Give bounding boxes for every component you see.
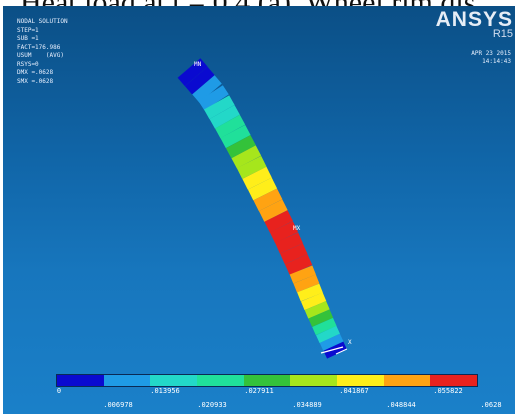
legend-color-band (290, 375, 338, 386)
beam-contour-segment (279, 243, 308, 265)
release-label: R15 (492, 28, 513, 40)
beam-contour-segment (177, 58, 208, 87)
beam-contour-segment (312, 317, 337, 336)
beam-contour-segment (316, 325, 340, 344)
beam-contour-segment (308, 309, 334, 327)
beam-contour-segment (319, 333, 344, 351)
beam-contour-segment (198, 85, 229, 111)
legend-color-band (150, 375, 198, 386)
legend-color-band (197, 375, 244, 386)
legend-color-band (243, 375, 291, 386)
legend-color-band (383, 375, 431, 386)
beam-contour-segment (289, 265, 316, 284)
timestamp-time: 14:14:43 (482, 58, 511, 65)
beam-contour-segment (204, 95, 235, 120)
contour-legend (56, 374, 478, 387)
beam-contour-segment (231, 145, 262, 169)
axis-x-label: X (348, 339, 352, 346)
legend-tick: .020933 (197, 401, 227, 409)
beam-contour-segment (275, 232, 303, 254)
min-marker: MN (194, 61, 202, 68)
deformed-beam-plot (177, 58, 348, 359)
solution-title: NODAL SOLUTION (17, 18, 68, 25)
legend-tick: 0 (56, 387, 62, 395)
legend-tick: .041867 (339, 387, 369, 395)
legend-color-band (57, 375, 104, 386)
beam-contour-segment (209, 104, 240, 129)
info-line-dmx: DMX =.0628 (17, 69, 54, 76)
info-line-usum: USUM (AVG) (17, 52, 64, 59)
beam-contour-segment (214, 114, 246, 139)
beam-contour-segment (242, 166, 272, 190)
beam-contour-segment (284, 254, 313, 276)
legend-tick: .048844 (386, 401, 416, 409)
info-line-sub: SUB =1 (17, 35, 39, 42)
beam-contour-segment (225, 135, 256, 159)
beam-contour-segment (236, 155, 267, 179)
beam-contour-segment (220, 124, 251, 149)
legend-tick: .055822 (433, 387, 463, 395)
info-line-step: STEP=1 (17, 26, 39, 34)
beam-contour-segment (293, 274, 320, 293)
graphics-viewport[interactable]: NODAL SOLUTION STEP=1 SUB =1 FACT=176.98… (3, 6, 515, 414)
legend-tick: .013956 (150, 387, 180, 395)
beam-contour-segment (184, 66, 215, 95)
beam-contour-segment (264, 210, 293, 233)
beam-contour-segment (300, 292, 327, 311)
legend-tick: .0628 (480, 401, 502, 409)
beam-contour-segment (323, 341, 347, 359)
beam-contour-segment (192, 75, 222, 103)
legend-tick: .034889 (292, 401, 322, 409)
info-line-rsys: RSYS=0 (17, 60, 39, 68)
beam-contour-segment (304, 301, 330, 319)
beam-contour-segment (247, 177, 278, 201)
beam-contour-segment (297, 283, 323, 302)
x-axis-triad (335, 348, 348, 355)
beam-contour-segment (258, 199, 288, 222)
solution-info: NODAL SOLUTION STEP=1 SUB =1 FACT=176.98… (17, 18, 68, 86)
legend-color-band (103, 375, 151, 386)
legend-tick: .006978 (103, 401, 133, 409)
ansys-logo: ANSYS (435, 8, 513, 31)
beam-contour-segment (269, 221, 299, 244)
legend-color-band (337, 375, 384, 386)
legend-color-band (430, 375, 478, 386)
info-line-fact: FACT=176.986 (17, 43, 61, 51)
timestamp-date: APR 23 2015 (471, 50, 511, 57)
beam-contour-segment (253, 188, 283, 212)
max-marker: MX (293, 225, 301, 232)
undeformed-base-edge (320, 346, 344, 354)
info-line-smx: SMX =.0628 (17, 77, 54, 85)
timestamp: APR 23 2015 14:14:43 (471, 50, 511, 66)
legend-tick: .027911 (244, 387, 274, 395)
